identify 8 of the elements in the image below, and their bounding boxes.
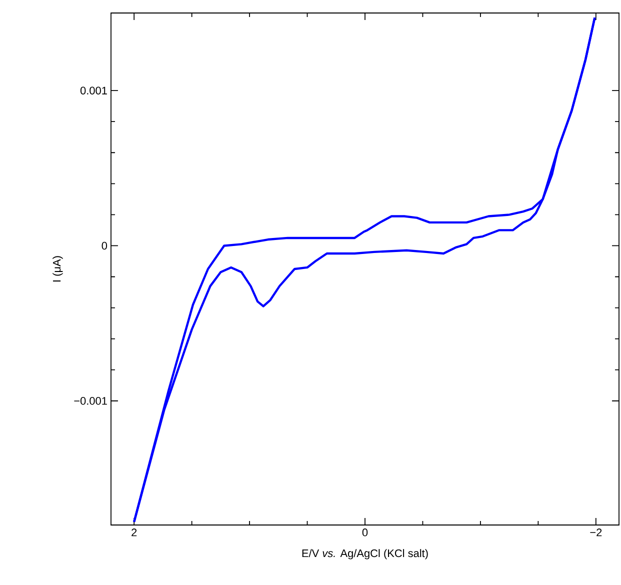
x-tick-label: −2 bbox=[590, 528, 602, 536]
y-tick-label: 0.001 bbox=[80, 86, 107, 94]
y-axis-title: I (μA) bbox=[52, 256, 63, 282]
y-tick-label: 0 bbox=[102, 242, 108, 250]
x-tick-label: 0 bbox=[362, 528, 368, 536]
x-tick-label: 2 bbox=[132, 528, 137, 536]
x-axis-title: E/V vs. Ag/AgCl (KCl salt) bbox=[302, 549, 428, 560]
y-tick-label: −0.001 bbox=[74, 397, 107, 405]
